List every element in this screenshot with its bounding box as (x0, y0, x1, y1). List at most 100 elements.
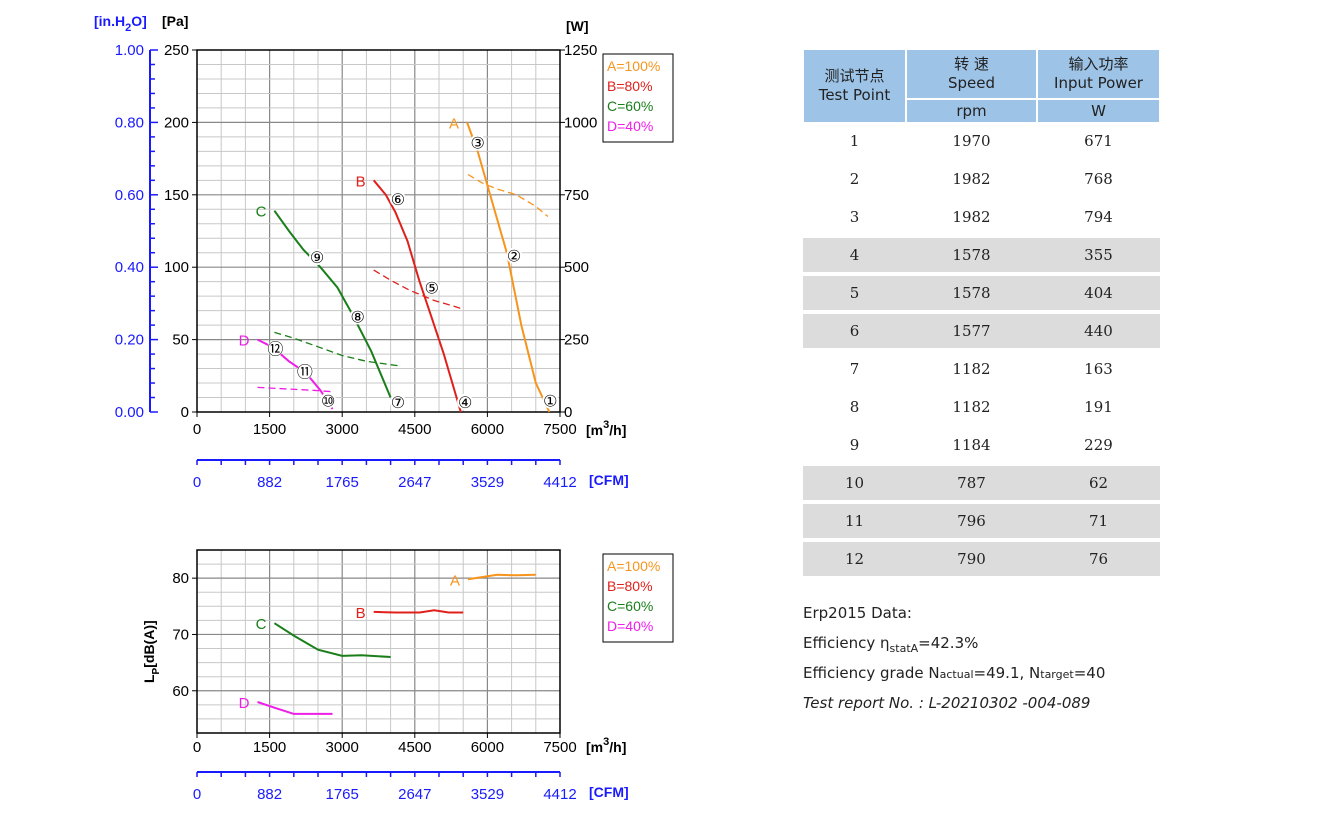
test-point-marker (469, 134, 486, 151)
header-speed-en: Speed (947, 74, 996, 92)
test-point-label: ⑥ (391, 192, 405, 209)
noise-curve-C (273, 622, 391, 658)
legend-entry: C=60% (607, 98, 653, 114)
curve-label-C: C (256, 616, 267, 633)
table-row: 9 1184 229 (803, 426, 1160, 466)
y-tick-label-w: 1250 (564, 42, 597, 59)
efficiency-value: =42.3% (918, 634, 979, 652)
test-point-marker (423, 279, 440, 296)
cell-power: 768 (1037, 160, 1160, 200)
cell-test-point: 4 (803, 236, 906, 276)
cell-power: 440 (1037, 312, 1160, 352)
legend-entry: B=80% (607, 78, 653, 94)
cell-speed: 1982 (906, 160, 1037, 200)
y-tick-label-db: 70 (172, 626, 189, 643)
y-tick-label-pa: 100 (164, 259, 189, 276)
cfm-tick-label: 0 (193, 474, 201, 491)
cell-power: 62 (1037, 464, 1160, 504)
cell-speed: 1982 (906, 198, 1037, 238)
cell-speed: 1182 (906, 350, 1037, 390)
efficiency-label: Efficiency η (803, 634, 890, 652)
lp-axis-title: LP[dB(A)] (141, 620, 162, 683)
y-tick-label-inh2o: 1.00 (115, 42, 144, 59)
x-tick-label: 6000 (471, 421, 504, 438)
x-tick-label: 0 (193, 739, 201, 756)
cell-power: 71 (1037, 502, 1160, 542)
plot-frame (196, 49, 561, 413)
header-power-cn: 输入功率 (1068, 55, 1129, 73)
erp-grade: Efficiency grade Nactual=49.1, Ntarget=4… (803, 658, 1105, 688)
noise-curve-A (467, 573, 536, 581)
cell-speed: 790 (906, 540, 1037, 580)
x-tick-label: 0 (193, 421, 201, 438)
test-point-marker (296, 363, 313, 380)
m3h-axis-title: [m3/h] (586, 419, 626, 438)
legend-entry: D=40% (607, 118, 653, 134)
cfm-tick-label: 3529 (471, 786, 504, 803)
legend-box (602, 553, 674, 643)
m3h-axis-title: [m3/h] (586, 736, 626, 755)
test-point-label: ⑪ (297, 363, 313, 381)
legend-entry: C=60% (607, 598, 653, 614)
plot-frame (196, 549, 561, 734)
x-tick-label: 3000 (326, 739, 359, 756)
curve-label-D: D (239, 333, 250, 350)
x-tick-label: 4500 (398, 739, 431, 756)
cell-power: 671 (1037, 123, 1160, 162)
header-power-en: Input Power (1054, 74, 1143, 92)
curve-label-A: A (449, 115, 459, 132)
test-point-marker (349, 308, 366, 325)
table-row: 11 796 71 (803, 502, 1160, 542)
grade-actual-value: =49.1, N (973, 664, 1041, 682)
test-point-label: ⑦ (391, 395, 405, 412)
cell-test-point: 3 (803, 198, 906, 238)
y-tick-label-w: 0 (564, 404, 572, 421)
w-axis-title: [W] (566, 18, 589, 34)
cell-speed: 1578 (906, 236, 1037, 276)
cell-power: 404 (1037, 274, 1160, 314)
test-point-marker (389, 191, 406, 208)
grade-target-sub: target (1040, 668, 1074, 681)
cell-test-point: 1 (803, 123, 906, 162)
cell-power: 794 (1037, 198, 1160, 238)
test-point-marker (267, 340, 284, 357)
cell-speed: 1182 (906, 388, 1037, 428)
y-tick-label-w: 250 (564, 332, 589, 349)
y-tick-label-inh2o: 0.80 (115, 114, 144, 131)
y-tick-label-w: 1000 (564, 114, 597, 131)
power-curve-A (467, 173, 549, 217)
cell-test-point: 10 (803, 464, 906, 504)
grade-label: Efficiency grade N (803, 664, 940, 682)
legend-entry: A=100% (607, 558, 660, 574)
table-row: 10 787 62 (803, 464, 1160, 504)
x-tick-label: 6000 (471, 739, 504, 756)
cell-speed: 796 (906, 502, 1037, 542)
y-tick-label-inh2o: 0.20 (115, 332, 144, 349)
erp-efficiency: Efficiency ηstatA=42.3% (803, 628, 1105, 658)
test-point-label: ④ (458, 395, 472, 412)
curve-label-B: B (356, 605, 366, 622)
test-point-label: ③ (471, 136, 485, 153)
noise-curve-B (373, 609, 464, 614)
table-row: 7 1182 163 (803, 350, 1160, 390)
y-tick-label-pa: 150 (164, 187, 189, 204)
y-tick-label-inh2o: 0.00 (115, 404, 144, 421)
cfm-tick-label: 4412 (543, 474, 576, 491)
cell-power: 355 (1037, 236, 1160, 276)
cfm-tick-label: 0 (193, 786, 201, 803)
power-curve-B (373, 269, 464, 310)
header-test-point-cn: 测试节点 (824, 67, 885, 85)
cfm-tick-label: 4412 (543, 786, 576, 803)
test-point-label: ⑨ (310, 250, 324, 267)
cell-test-point: 2 (803, 160, 906, 200)
cell-speed: 1577 (906, 312, 1037, 352)
header-power-unit: W (1036, 98, 1161, 124)
grade-target-value: =40 (1073, 664, 1106, 682)
erp-title: Erp2015 Data: (803, 604, 912, 622)
cfm-tick-label: 3529 (471, 474, 504, 491)
cfm-tick-label: 882 (257, 474, 282, 491)
y-tick-label-db: 80 (172, 570, 189, 587)
header-speed-cn: 转 速 (954, 55, 989, 73)
table-row: 3 1982 794 (803, 198, 1160, 238)
